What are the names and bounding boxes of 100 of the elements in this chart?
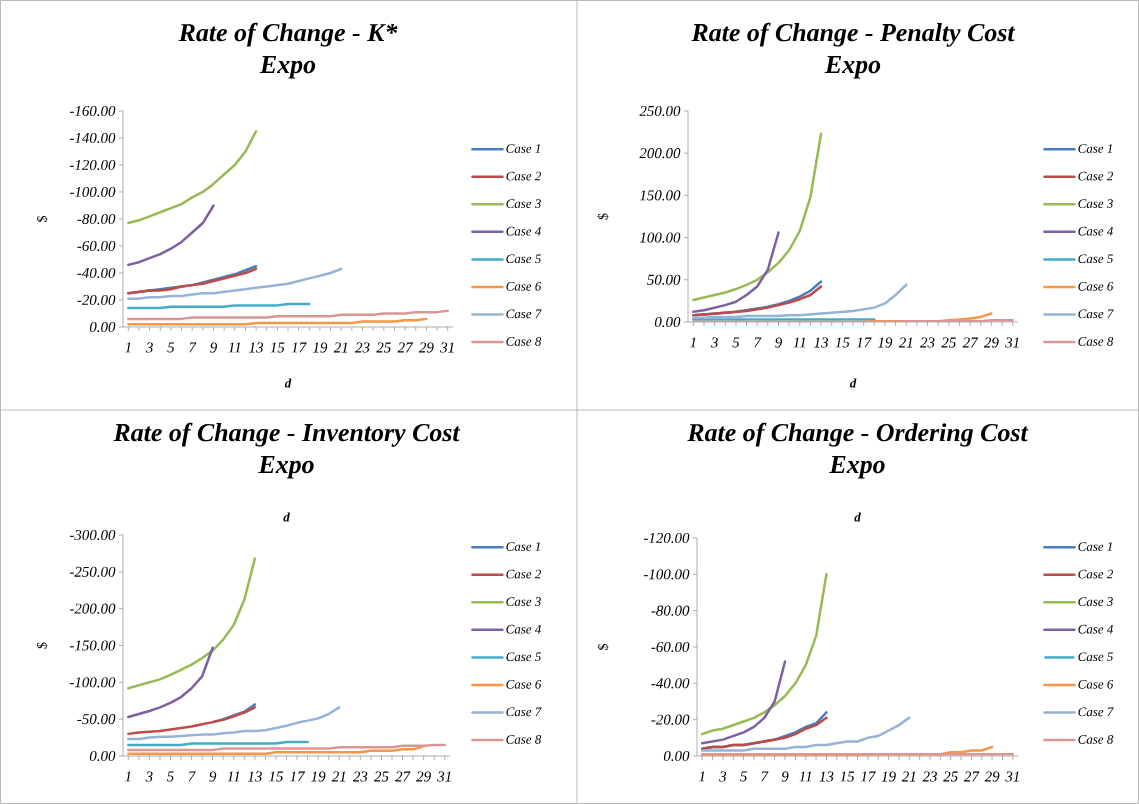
y-axis-title: $	[36, 642, 48, 649]
x-tick-label: 19	[881, 771, 896, 782]
x-tick-label: 15	[835, 337, 850, 348]
legend-label: Case 7	[506, 707, 542, 717]
x-tick-label: 9	[210, 342, 217, 353]
x-tick-label: 17	[860, 771, 876, 782]
legend-label: Case 7	[506, 309, 542, 319]
x-tick-label: 13	[814, 337, 829, 348]
y-tick-label: -20.00	[651, 714, 690, 725]
x-tick-label: 27	[395, 771, 411, 782]
chart-title: Rate of Change - K*	[178, 22, 398, 47]
x-tick-label: 27	[397, 342, 414, 353]
x-tick-label: 3	[719, 771, 727, 782]
legend-label: Case 1	[1078, 542, 1112, 551]
y-tick-label: 0.00	[89, 321, 116, 333]
x-axis-title: d	[283, 512, 290, 522]
legend-label: Case 4	[506, 226, 541, 236]
x-tick-label: 25	[943, 771, 958, 782]
x-tick-label: 21	[901, 771, 916, 782]
y-tick-label: 0.00	[654, 316, 681, 328]
x-tick-label: 31	[440, 342, 454, 353]
x-tick-label: 15	[270, 342, 285, 353]
x-tick-label: 5	[740, 771, 747, 782]
x-tick-label: 29	[983, 337, 999, 348]
y-tick-label: -20.00	[77, 294, 116, 306]
legend-label: Case 4	[1078, 226, 1114, 236]
legend-label: Case 2	[1078, 171, 1114, 181]
y-tick-label: -100.00	[643, 569, 690, 580]
y-tick-label: -40.00	[77, 267, 116, 279]
x-tick-label: 7	[761, 771, 769, 782]
legend-label: Case 2	[506, 569, 541, 579]
legend-label: Case 3	[506, 199, 541, 208]
legend-label: Case 6	[506, 281, 542, 291]
y-tick-label: 200.00	[639, 148, 681, 159]
y-axis-title: $	[597, 643, 609, 650]
x-tick-label: 15	[269, 771, 283, 782]
chart-title: Rate of Change - Penalty Cost	[691, 22, 1016, 47]
y-tick-label: -250.00	[69, 566, 116, 577]
legend-label: Case 5	[1078, 652, 1113, 662]
y-tick-label: -150.00	[69, 640, 116, 651]
x-tick-label: 1	[125, 771, 131, 782]
x-tick-label: 21	[333, 342, 348, 353]
x-tick-label: 1	[698, 771, 705, 782]
y-tick-label: -40.00	[651, 678, 690, 689]
legend-label: Case 1	[1078, 144, 1112, 153]
x-tick-label: 27	[963, 771, 980, 782]
legend-label: Case 4	[506, 624, 541, 634]
y-tick-label: -100.00	[69, 677, 116, 688]
x-tick-label: 7	[754, 337, 762, 348]
x-tick-label: 21	[331, 771, 346, 782]
y-tick-label: -200.00	[69, 603, 116, 614]
y-tick-label: 0.00	[89, 750, 116, 762]
x-tick-label: 23	[355, 342, 370, 353]
y-tick-label: -50.00	[77, 714, 116, 725]
y-tick-label: 0.00	[663, 750, 690, 762]
x-tick-label: 19	[313, 342, 328, 353]
x-tick-label: 7	[189, 342, 197, 353]
y-tick-label: 150.00	[639, 190, 681, 201]
y-tick-label: 100.00	[639, 232, 681, 243]
x-tick-label: 29	[416, 771, 431, 782]
y-tick-label: -300.00	[69, 529, 116, 541]
x-axis-title: d	[849, 378, 857, 388]
y-tick-label: -80.00	[651, 605, 690, 616]
chart-title: Rate of Change - Inventory Cost	[113, 422, 461, 447]
x-tick-label: 17	[856, 337, 872, 348]
x-tick-label: 1	[125, 342, 131, 353]
x-tick-label: 11	[799, 771, 812, 782]
x-tick-label: 23	[920, 337, 935, 348]
x-tick-label: 17	[290, 771, 306, 782]
x-tick-label: 15	[840, 771, 855, 782]
x-tick-label: 11	[793, 337, 806, 348]
legend-label: Case 2	[1078, 569, 1114, 579]
y-tick-label: -140.00	[69, 132, 116, 144]
legend-label: Case 1	[506, 542, 540, 551]
x-tick-label: 3	[145, 342, 153, 353]
x-axis-title: d	[854, 512, 861, 522]
y-tick-label: -120.00	[643, 532, 690, 544]
x-tick-label: 13	[247, 771, 262, 782]
x-tick-label: 25	[941, 337, 956, 348]
x-tick-label: 19	[311, 771, 326, 782]
x-tick-label: 9	[781, 771, 789, 782]
chart-subtitle: Expo	[829, 456, 885, 479]
x-tick-label: 31	[1005, 337, 1019, 348]
y-tick-label: -100.00	[69, 186, 116, 198]
legend-label: Case 5	[506, 254, 541, 264]
legend-label: Case 5	[506, 652, 541, 662]
chart-subtitle: Expo	[258, 456, 314, 479]
x-tick-label: 17	[291, 342, 307, 353]
legend-label: Case 6	[1078, 281, 1114, 291]
x-tick-label: 1	[690, 337, 696, 348]
x-tick-label: 9	[775, 337, 782, 348]
x-tick-label: 11	[228, 342, 241, 353]
x-axis-title: d	[284, 378, 292, 388]
legend-label: Case 7	[1078, 309, 1114, 319]
x-tick-label: 5	[167, 342, 175, 353]
x-tick-label: 19	[878, 337, 893, 348]
legend-label: Case 8	[506, 337, 542, 346]
x-tick-label: 7	[188, 771, 196, 782]
legend-label: Case 2	[506, 171, 541, 181]
x-tick-label: 25	[373, 771, 389, 782]
